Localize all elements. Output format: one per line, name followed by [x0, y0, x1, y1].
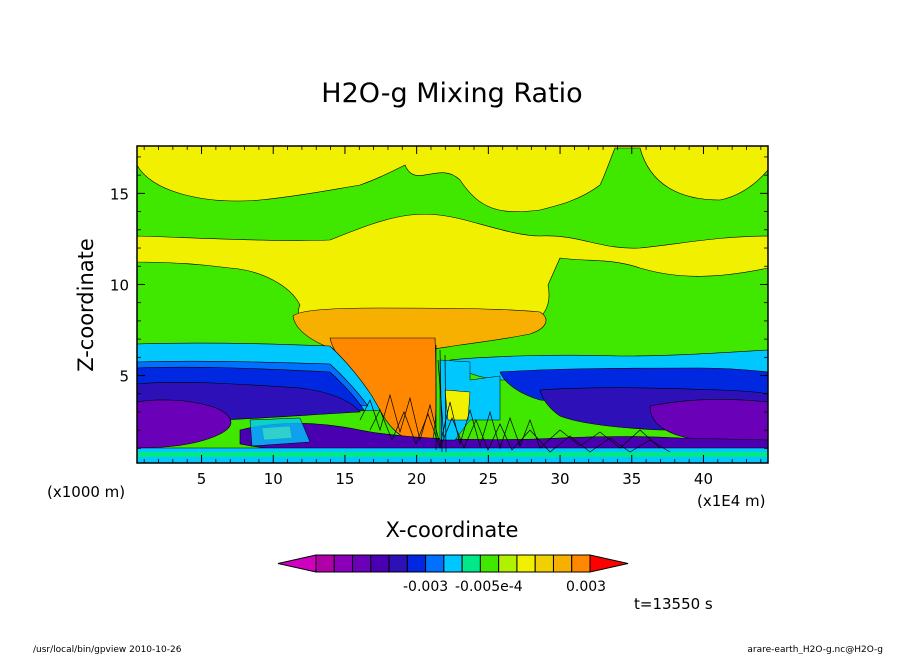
- colorbar: [277, 554, 629, 573]
- mid-yellow-band: [137, 213, 768, 339]
- colorbar-swatch: [443, 554, 463, 573]
- footer-right: arare-earth_H2O-g.nc@H2O-g: [747, 645, 883, 654]
- x-tick-label: 20: [407, 470, 426, 488]
- colorbar-swatch: [571, 554, 591, 573]
- colorbar-swatch: [534, 554, 554, 573]
- x-unit-left: (x1000 m): [47, 483, 125, 501]
- colorbar-swatch: [370, 554, 390, 573]
- plot-frame: [136, 145, 769, 464]
- x-axis-label: X-coordinate: [386, 518, 519, 542]
- x-axis: 5 10 15 20 25 30 35 40: [143, 146, 762, 488]
- x-unit-right: (x1E4 m): [697, 492, 766, 510]
- x-tick-label: 25: [479, 470, 498, 488]
- colorbar-swatch: [516, 554, 536, 573]
- y-axis-label: Z-coordinate: [74, 238, 98, 372]
- footer-left: /usr/local/bin/gpview 2010-10-26: [33, 645, 182, 654]
- left-cell-cyan: [249, 417, 311, 447]
- colorbar-label-max: 0.003: [566, 579, 606, 595]
- x-tick-label: 10: [264, 470, 283, 488]
- x-tick-label: 5: [197, 470, 207, 488]
- y-tick-label: 15: [110, 185, 129, 203]
- right-updraft-yellow: [444, 389, 471, 421]
- x-tick-label: 35: [622, 470, 641, 488]
- colorbar-swatch: [315, 554, 335, 573]
- colorbar-label-mid: -0.005e-4: [455, 579, 523, 595]
- y-axis: 5 10 15: [110, 156, 768, 449]
- colorbar-swatch: [498, 554, 518, 573]
- colorbar-min-arrow: [277, 554, 317, 573]
- colorbar-max-arrow: [589, 554, 629, 573]
- colorbar-swatch: [406, 554, 427, 573]
- colorbar-swatch: [388, 554, 408, 573]
- y-tick-label: 5: [119, 368, 129, 386]
- time-annotation: t=13550 s: [634, 595, 713, 613]
- colorbar-swatch: [352, 554, 372, 573]
- surface-band-green: [137, 452, 768, 457]
- colorbar-swatch: [425, 554, 445, 573]
- upper-yellow-band: [137, 146, 768, 212]
- y-tick-label: 10: [110, 276, 129, 294]
- contour-field: [137, 146, 768, 463]
- x-tick-label: 40: [694, 470, 713, 488]
- turbulent-contour-lines: [359, 345, 671, 453]
- colorbar-swatch: [461, 554, 481, 573]
- x-tick-label: 15: [335, 470, 354, 488]
- colorbar-swatch: [333, 554, 354, 573]
- colorbar-swatch: [479, 554, 500, 573]
- x-tick-label: 30: [551, 470, 570, 488]
- colorbar-swatch: [552, 554, 573, 573]
- chart-title: H2O-g Mixing Ratio: [321, 78, 582, 109]
- colorbar-label-min: -0.003: [403, 579, 448, 595]
